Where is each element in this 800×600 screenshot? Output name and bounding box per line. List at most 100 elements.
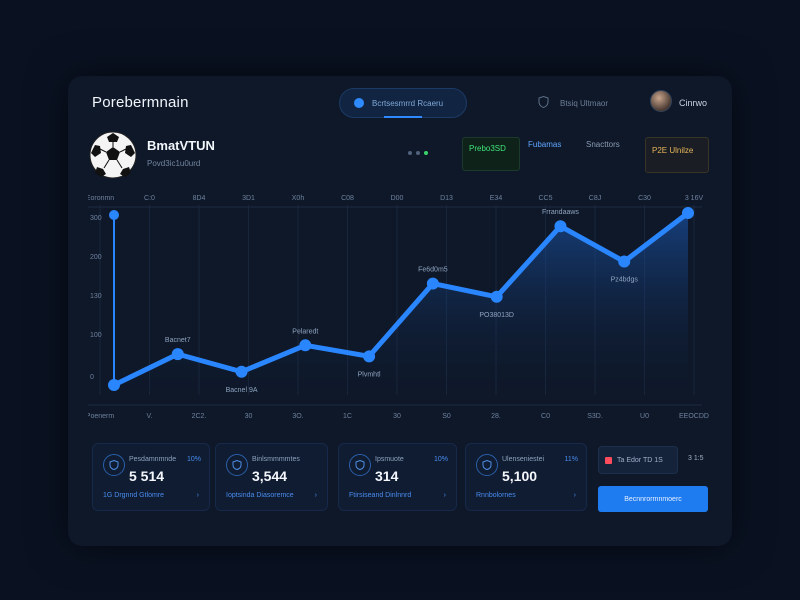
team-subtitle: Povd3ic1u0urd (147, 159, 201, 168)
x-tick-bottom: S0 (442, 413, 451, 420)
side-badge[interactable]: Ta Edor TD 1S (598, 446, 678, 474)
chart-point[interactable] (554, 220, 567, 233)
shield-icon (103, 454, 125, 476)
flag-icon (605, 456, 612, 464)
x-tick-bottom: 2C2. (192, 413, 207, 420)
stat-card-footer: Rnnbolornes (476, 492, 516, 499)
y-tick: 300 (90, 215, 102, 222)
active-tab-indicator (384, 116, 422, 118)
status-chip-blue[interactable]: Fubamas (528, 140, 562, 149)
performance-line-chart: Eoronmn Poenerm C:0 V. 8D4 2C2. 3D1 30 X0h 3O. C08… (88, 195, 709, 420)
chevron-right-icon[interactable]: › (314, 492, 317, 499)
chart-point[interactable] (171, 348, 184, 361)
chart-point[interactable] (682, 207, 694, 219)
y-tick: 100 (90, 332, 102, 339)
x-tick-bottom: 1C (343, 413, 352, 420)
status-dots (408, 151, 428, 155)
chart-point-label: Fe6d0m5 (418, 267, 448, 274)
y-tick: 130 (90, 293, 102, 300)
y-tick: 200 (90, 254, 102, 261)
chart-point-label: PO38013D (479, 312, 514, 319)
x-tick-top: C30 (638, 195, 651, 202)
search-pill-label: Bcrtsesmrrd Rcaeru (372, 98, 444, 108)
chevron-right-icon[interactable]: › (573, 492, 576, 499)
chart-point[interactable] (363, 350, 376, 363)
stat-card-change: 11% (564, 456, 579, 463)
x-tick-bottom: C0 (541, 413, 550, 420)
chart-point-label: Frrandaaws (542, 209, 579, 216)
x-tick-top: 3D1 (242, 195, 255, 202)
soccer-ball-icon (89, 131, 137, 179)
y-tick: 0 (90, 374, 94, 381)
shield-icon[interactable] (538, 96, 549, 108)
x-tick-bottom: 30 (245, 413, 253, 420)
chart-point[interactable] (426, 277, 439, 290)
stat-card-label: Binlsmmmmtes (252, 456, 300, 463)
search-icon (354, 98, 364, 108)
chevron-right-icon[interactable]: › (196, 492, 199, 499)
top-bar: Porebermnain Bcrtsesmrrd Rcaeru Btsiq Ul… (92, 86, 712, 122)
chart-point-label: Pz4bdgs (611, 277, 639, 284)
chart-point-label: Pelaredt (292, 328, 318, 335)
stat-card-label: Ipsmuote (375, 456, 404, 463)
chart-point[interactable] (618, 255, 631, 268)
fire-icon (226, 454, 248, 476)
status-chip-gold[interactable]: P2E Ulnilze (645, 137, 709, 173)
stat-card-value: 5 514 (129, 468, 165, 484)
side-badge-label: Ta Edor TD 1S (617, 456, 663, 464)
x-tick-top: 8D4 (193, 195, 206, 202)
start-marker-point[interactable] (109, 210, 119, 220)
cta-button[interactable]: Becnnrormnmoerc (598, 486, 708, 512)
chart-point-label: Bacnet7 (165, 337, 191, 344)
x-tick-bottom: S3D. (587, 413, 603, 420)
x-tick-bottom: Poenerm (88, 413, 114, 420)
globe-icon (349, 454, 371, 476)
stat-card-change: 10% (186, 456, 201, 463)
x-tick-top: C8J (589, 195, 601, 202)
stat-card[interactable]: Pesdamnmnde 10% 5 514 1G Drgnnd Gtlomre › (92, 443, 210, 511)
chart-point[interactable] (235, 365, 248, 378)
chart-series-line (111, 210, 691, 388)
nav-link[interactable]: Btsiq Ultmaor (560, 99, 609, 108)
x-tick-bottom: 30 (393, 413, 401, 420)
chart-point[interactable] (108, 379, 120, 391)
stat-card-footer: Ftirsiseand Dinlnnrd (349, 492, 412, 499)
app-title: Porebermnain (92, 94, 189, 111)
x-tick-top: 3 16V (685, 195, 704, 202)
status-chip-green[interactable]: Prebo3SD (462, 137, 520, 171)
chart-point-label: Bacnel 9A (226, 387, 258, 394)
chart-point[interactable] (299, 339, 312, 352)
stat-card[interactable]: Ulenseniestei 11% 5,100 Rnnbolornes › (465, 443, 587, 511)
x-tick-top: C:0 (144, 195, 155, 202)
x-tick-bottom: U0 (640, 413, 649, 420)
x-tick-bottom: EEOCDD (679, 413, 709, 420)
stat-card-footer: 1G Drgnnd Gtlomre (103, 492, 165, 499)
stat-card-label: Pesdamnmnde (129, 456, 177, 463)
chevron-right-icon[interactable]: › (443, 492, 446, 499)
stat-card-value: 5,100 (502, 468, 538, 484)
x-tick-bottom: 28. (491, 413, 501, 420)
stat-card-value: 314 (375, 468, 399, 484)
x-tick-top: D00 (391, 195, 404, 202)
stat-card-change: 10% (433, 456, 448, 463)
team-name: BmatVTUN (147, 138, 215, 153)
x-tick-top: Eoronmn (88, 195, 114, 202)
user-name[interactable]: Cinrwo (679, 98, 708, 108)
chart-point-label: Plvmhtl (358, 371, 381, 378)
stat-card-footer: Ioptsinda Diasoremce (226, 492, 294, 499)
x-tick-top: X0h (292, 195, 305, 202)
status-chip-grey[interactable]: Snacttors (586, 140, 620, 149)
shield-icon (476, 454, 498, 476)
x-tick-bottom: V. (147, 413, 153, 420)
chart-area-fill (114, 213, 688, 395)
stat-card[interactable]: Ipsmuote 10% 314 Ftirsiseand Dinlnnrd › (338, 443, 457, 511)
x-tick-top: C08 (341, 195, 354, 202)
stat-card[interactable]: Binlsmmmmtes 3,544 Ioptsinda Diasoremce › (215, 443, 328, 511)
x-tick-top: D13 (440, 195, 453, 202)
stat-card-value: 3,544 (252, 468, 288, 484)
stat-card-label: Ulenseniestei (502, 456, 545, 463)
chart-point[interactable] (490, 290, 503, 303)
search-pill[interactable]: Bcrtsesmrrd Rcaeru (339, 88, 467, 118)
avatar[interactable] (650, 90, 672, 112)
x-tick-top: CC5 (538, 195, 552, 202)
